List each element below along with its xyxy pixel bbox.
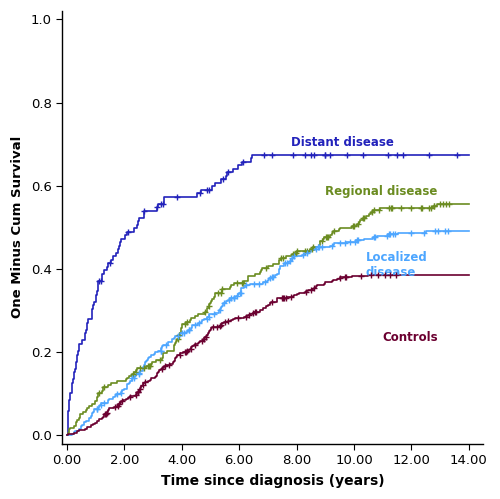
- X-axis label: Time since diagnosis (years): Time since diagnosis (years): [161, 474, 384, 488]
- Text: Regional disease: Regional disease: [326, 186, 438, 199]
- Text: Controls: Controls: [382, 331, 438, 344]
- Text: Distant disease: Distant disease: [291, 136, 394, 149]
- Y-axis label: One Minus Cum Survival: One Minus Cum Survival: [11, 136, 24, 318]
- Text: Localized
disease: Localized disease: [366, 250, 427, 279]
